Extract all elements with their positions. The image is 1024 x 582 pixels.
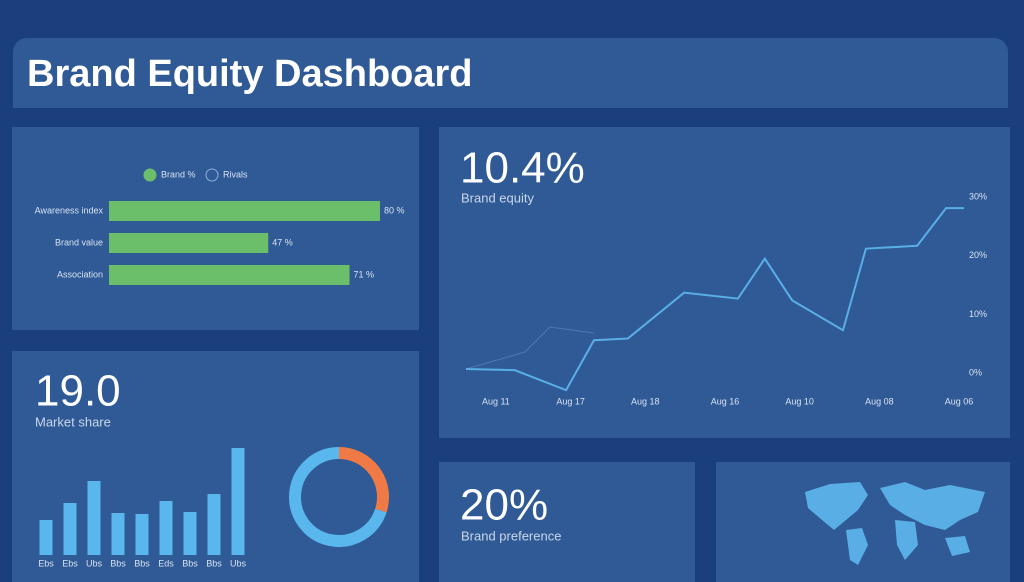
- x-tick-label: Eds: [158, 558, 174, 568]
- bar: [207, 494, 221, 555]
- bar: [109, 233, 269, 253]
- header: [13, 38, 1008, 108]
- kpi-value: 10.4%: [460, 144, 585, 193]
- bar: [109, 201, 380, 221]
- kpi-value: 20%: [460, 481, 548, 530]
- y-tick-label: 30%: [969, 191, 987, 201]
- bar: [87, 481, 101, 555]
- y-tick-label: 0%: [969, 367, 982, 377]
- bar: [63, 503, 77, 555]
- panel: [716, 462, 1010, 582]
- x-tick-label: Aug 18: [631, 396, 660, 406]
- y-tick-label: 10%: [969, 309, 987, 319]
- x-tick-label: Ebs: [62, 558, 78, 568]
- bar: [39, 520, 53, 555]
- x-tick-label: Ubs: [86, 558, 103, 568]
- kpi-label: Brand equity: [461, 190, 534, 205]
- panel: [439, 127, 1010, 438]
- legend-label: Brand %: [161, 169, 196, 179]
- value-label: 80 %: [384, 205, 405, 215]
- kpi-value: 19.0: [35, 367, 121, 416]
- x-tick-label: Aug 06: [945, 396, 974, 406]
- x-tick-label: Aug 17: [556, 396, 585, 406]
- x-tick-label: Aug 11: [482, 396, 510, 406]
- panel: [12, 127, 419, 330]
- panel: [439, 462, 695, 582]
- value-label: 71 %: [354, 269, 375, 279]
- x-tick-label: Aug 10: [785, 396, 814, 406]
- x-tick-label: Aug 08: [865, 396, 894, 406]
- legend-marker: [205, 168, 219, 182]
- legend-label: Rivals: [223, 169, 248, 179]
- kpi-label: Market share: [35, 414, 111, 429]
- x-tick-label: Ebs: [38, 558, 54, 568]
- bar: [231, 448, 245, 555]
- kpi-label: Brand preference: [461, 528, 561, 543]
- faint-line: [465, 326, 595, 370]
- x-tick-label: Bbs: [206, 558, 222, 568]
- bar-label: Brand value: [55, 237, 103, 247]
- x-tick-label: Ubs: [230, 558, 247, 568]
- world-map: [805, 482, 985, 565]
- donut-segment: [338, 447, 389, 513]
- x-tick-label: Bbs: [182, 558, 198, 568]
- donut-segment: [289, 447, 387, 547]
- value-label: 47 %: [272, 237, 293, 247]
- bar: [183, 512, 197, 555]
- legend-marker: [143, 168, 157, 182]
- bar: [111, 513, 125, 555]
- bar: [109, 265, 350, 285]
- bar: [159, 501, 173, 555]
- x-tick-label: Bbs: [134, 558, 150, 568]
- bar-label: Awareness index: [35, 205, 104, 215]
- x-tick-label: Aug 16: [711, 396, 740, 406]
- x-tick-label: Bbs: [110, 558, 126, 568]
- bar-label: Association: [57, 269, 103, 279]
- y-tick-label: 20%: [969, 250, 987, 260]
- bar: [135, 514, 149, 555]
- title: Brand Equity Dashboard: [27, 53, 473, 95]
- line: [465, 207, 964, 392]
